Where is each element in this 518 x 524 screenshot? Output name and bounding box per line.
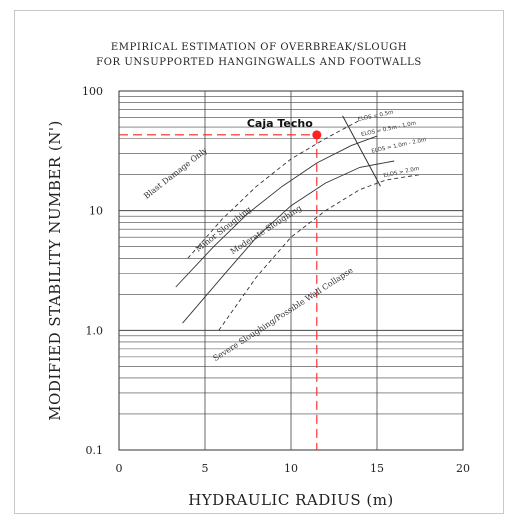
highlight-point	[312, 130, 322, 140]
elos-label: ELOS = 0.5m - 1.0m	[361, 121, 417, 139]
x-tick-label: 20	[456, 462, 470, 475]
zone-boundary-line	[218, 174, 421, 331]
zone-label: Severe Sloughing/Possible Wall Collapse	[212, 266, 355, 363]
chart-title-line-1: EMPIRICAL ESTIMATION OF OVERBREAK/SLOUGH	[110, 42, 408, 53]
zone-boundary-line	[182, 160, 395, 324]
y-tick-label: 100	[82, 85, 103, 98]
zone-boundary-line	[175, 135, 378, 288]
zone-boundary-line	[187, 119, 361, 259]
chart-grid	[118, 90, 464, 451]
y-tick-label: 1.0	[86, 324, 104, 337]
x-tick-label: 5	[202, 462, 209, 475]
x-tick-label: 10	[284, 462, 298, 475]
elos-label: ELOS = 1.0m - 2.0m	[371, 137, 427, 155]
chart-marks	[119, 115, 421, 450]
x-tick-label: 0	[116, 462, 123, 475]
elos-divider-line	[342, 115, 381, 187]
elos-label: ELOS < 0.5m	[357, 110, 394, 123]
y-tick-label: 0.1	[86, 444, 104, 457]
y-axis-label: MODIFIED STABILITY NUMBER (N')	[46, 120, 64, 421]
highlight-point-label: Caja Techo	[247, 117, 313, 130]
chart-title-line-2: FOR UNSUPPORTED HANGINGWALLS AND FOOTWAL…	[96, 57, 422, 68]
chart-labels: 0 5 10 15 20 0.1 1.0 10 100 HYDRAULIC RADIUS (m) M…	[46, 85, 470, 509]
chart-frame	[14, 10, 504, 514]
y-tick-label: 10	[89, 205, 103, 218]
x-tick-label: 15	[370, 462, 384, 475]
x-axis-label: HYDRAULIC RADIUS (m)	[188, 491, 394, 509]
